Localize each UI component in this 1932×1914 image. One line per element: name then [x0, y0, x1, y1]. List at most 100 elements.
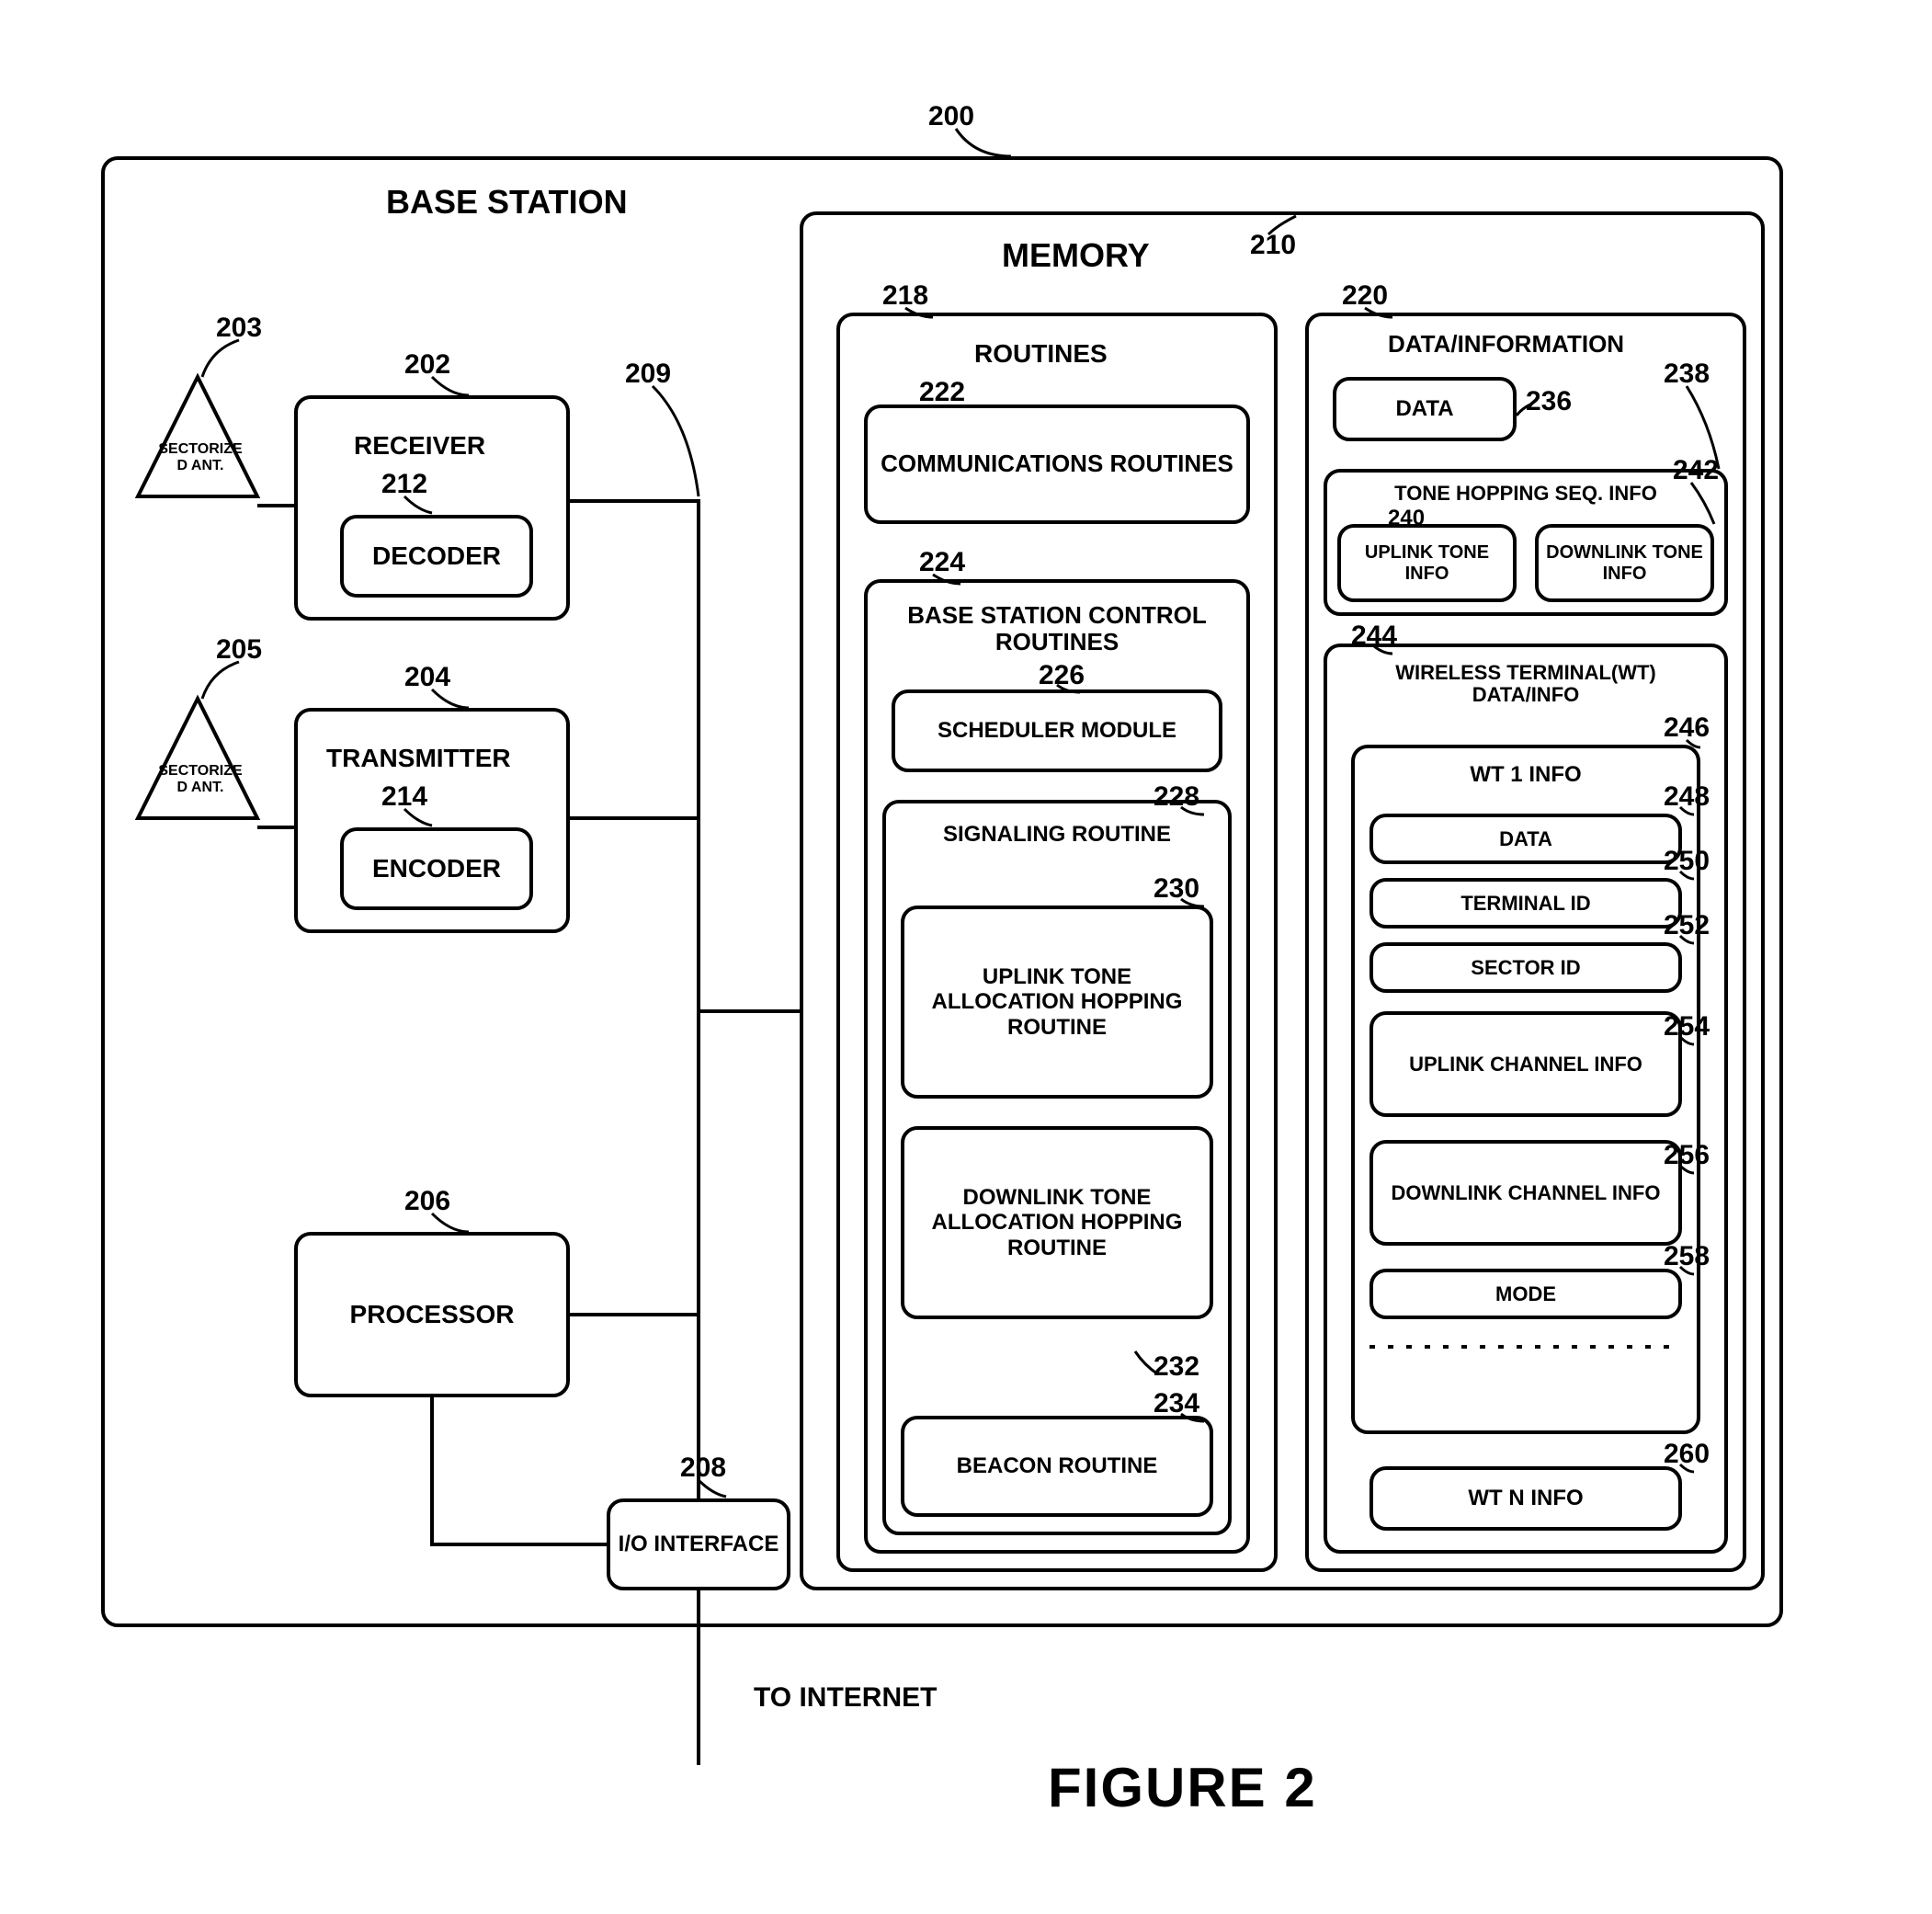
- lead-234: [1181, 1414, 1209, 1425]
- io-internet-line: [697, 1590, 700, 1765]
- figure-caption: FIGURE 2: [1048, 1756, 1317, 1819]
- mode-box: MODE: [1369, 1269, 1682, 1319]
- ref-246: 246: [1664, 712, 1710, 744]
- wt1-label: WT 1 INFO: [1443, 763, 1608, 787]
- ref-214: 214: [381, 781, 427, 813]
- io-interface-box: I/O INTERFACE: [607, 1498, 790, 1590]
- uplink-alloc-box: UPLINK TONE ALLOCATION HOPPING ROUTINE: [901, 906, 1213, 1099]
- mode-label: MODE: [1373, 1282, 1678, 1305]
- downlink-alloc-box: DOWNLINK TONE ALLOCATION HOPPING ROUTINE: [901, 1126, 1213, 1319]
- antenna-tx-label: SECTORIZED ANT.: [154, 763, 246, 795]
- scheduler-box: SCHEDULER MODULE: [892, 689, 1222, 772]
- wt-dotted-separator: [1369, 1338, 1682, 1356]
- downlink-tone-label: DOWNLINK TONE INFO: [1539, 542, 1710, 585]
- lead-228: [1181, 807, 1209, 818]
- lead-252: [1680, 936, 1699, 947]
- antenna-rx-label: SECTORIZED ANT.: [154, 441, 246, 473]
- wt-label: WIRELESS TERMINAL(WT) DATA/INFO: [1342, 662, 1710, 706]
- downlink-ch-label: DOWNLINK CHANNEL INFO: [1373, 1181, 1678, 1204]
- tx-bus: [570, 816, 699, 820]
- sector-id-label: SECTOR ID: [1373, 956, 1678, 979]
- diagram-canvas: BASE STATION MEMORY RECEIVER DECODER TRA…: [37, 37, 1895, 1877]
- data-box: DATA: [1333, 377, 1517, 441]
- lead-224: [933, 575, 965, 588]
- comm-routines-box: COMMUNICATIONS ROUTINES: [864, 404, 1250, 524]
- lead-246: [1687, 740, 1705, 751]
- ref-202: 202: [404, 349, 450, 381]
- lead-248: [1680, 807, 1699, 818]
- signaling-label: SIGNALING ROUTINE: [901, 823, 1213, 847]
- lead-202: [432, 377, 478, 404]
- ant-tx-line: [257, 826, 294, 829]
- tone-hop-label: TONE HOPPING SEQ. INFO: [1342, 483, 1710, 505]
- lead-236: [1517, 404, 1535, 418]
- uplink-tone-label: UPLINK TONE INFO: [1341, 542, 1513, 585]
- ref-206: 206: [404, 1186, 450, 1217]
- sector-id-box: SECTOR ID: [1369, 942, 1682, 993]
- encoder-label: ENCODER: [344, 854, 529, 883]
- ref-212: 212: [381, 469, 427, 500]
- ref-224: 224: [919, 547, 965, 578]
- ant-rx-line: [257, 504, 294, 507]
- uplink-ch-label: UPLINK CHANNEL INFO: [1373, 1053, 1678, 1076]
- decoder-box: DECODER: [340, 515, 533, 598]
- processor-label: PROCESSOR: [298, 1300, 566, 1329]
- io-interface-label: I/O INTERFACE: [610, 1532, 787, 1557]
- memory-label: MEMORY: [1002, 237, 1150, 274]
- beacon-box: BEACON ROUTINE: [901, 1416, 1213, 1517]
- ref-203: 203: [216, 313, 262, 344]
- proc-io-h: [430, 1543, 608, 1546]
- lead-226: [1057, 685, 1085, 696]
- terminal-id-label: TERMINAL ID: [1373, 892, 1678, 915]
- receiver-label: RECEIVER: [354, 432, 485, 461]
- lead-212: [404, 496, 441, 519]
- data-info-label: DATA/INFORMATION: [1388, 331, 1624, 358]
- bs-control-label: BASE STATION CONTROL ROUTINES: [882, 602, 1232, 655]
- downlink-alloc-label: DOWNLINK TONE ALLOCATION HOPPING ROUTINE: [904, 1185, 1210, 1261]
- lead-214: [404, 809, 441, 832]
- wt1-data-box: DATA: [1369, 814, 1682, 864]
- ref-208: 208: [680, 1453, 726, 1484]
- lead-206: [432, 1213, 478, 1241]
- ref-242: 242: [1673, 455, 1719, 486]
- uplink-tone-box: UPLINK TONE INFO: [1337, 524, 1517, 602]
- lead-256: [1680, 1166, 1699, 1177]
- ref-204: 204: [404, 662, 450, 693]
- wt1-data-label: DATA: [1373, 827, 1678, 850]
- terminal-id-box: TERMINAL ID: [1369, 878, 1682, 929]
- ref-218: 218: [882, 280, 928, 312]
- lead-200: [956, 129, 1029, 165]
- downlink-ch-box: DOWNLINK CHANNEL INFO: [1369, 1140, 1682, 1246]
- lead-203: [202, 340, 257, 386]
- wtn-box: WT N INFO: [1369, 1466, 1682, 1531]
- lead-220: [1365, 308, 1397, 322]
- comm-routines-label: COMMUNICATIONS ROUTINES: [868, 450, 1246, 478]
- lead-230: [1181, 899, 1209, 910]
- decoder-label: DECODER: [344, 541, 529, 571]
- lead-254: [1680, 1037, 1699, 1048]
- ref-240: 240: [1388, 506, 1425, 531]
- proc-bus: [570, 1313, 699, 1316]
- lead-232: [1135, 1351, 1163, 1379]
- lead-260: [1680, 1464, 1699, 1475]
- ref-220: 220: [1342, 280, 1388, 312]
- beacon-label: BEACON ROUTINE: [904, 1453, 1210, 1479]
- proc-io-v: [430, 1397, 434, 1544]
- mem-bus: [699, 1009, 801, 1013]
- uplink-ch-box: UPLINK CHANNEL INFO: [1369, 1011, 1682, 1117]
- downlink-tone-box: DOWNLINK TONE INFO: [1535, 524, 1714, 602]
- to-internet-label: TO INTERNET: [754, 1682, 938, 1713]
- base-station-label: BASE STATION: [386, 184, 628, 221]
- lead-204: [432, 689, 478, 717]
- wtn-label: WT N INFO: [1373, 1486, 1678, 1511]
- lead-209: [653, 386, 708, 506]
- ref-238: 238: [1664, 359, 1710, 390]
- ref-200: 200: [928, 101, 974, 132]
- ref-209: 209: [625, 359, 671, 390]
- ref-222: 222: [919, 377, 965, 408]
- lead-250: [1680, 872, 1699, 883]
- processor-box: PROCESSOR: [294, 1232, 570, 1397]
- lead-208: [699, 1480, 735, 1503]
- transmitter-label: TRANSMITTER: [326, 745, 511, 773]
- scheduler-label: SCHEDULER MODULE: [895, 718, 1219, 744]
